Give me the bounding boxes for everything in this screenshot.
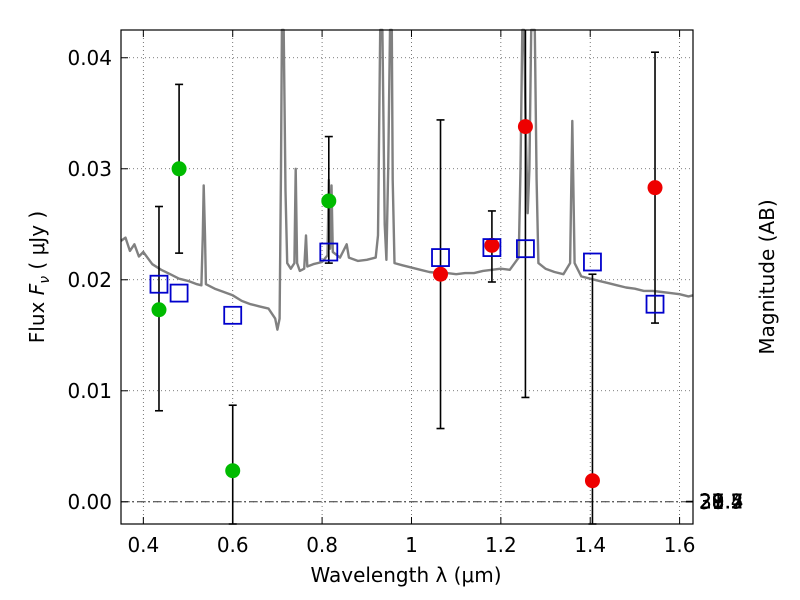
x-tick-label: 1 (405, 533, 418, 557)
mag-tick-label: 28.2 (699, 490, 744, 514)
x-tick-label: 0.8 (306, 533, 338, 557)
plot-frame (120, 29, 694, 525)
model-photometry-square (583, 252, 602, 272)
x-tick-label: 1.4 (574, 533, 606, 557)
y-axis-label-symbol: F (25, 283, 49, 295)
data-points-group (149, 30, 665, 525)
mag-tick-label: 31 (699, 490, 724, 514)
model-spectrum-group (120, 28, 694, 331)
observed-red-point (647, 180, 663, 196)
model-spectrum-line (120, 28, 694, 331)
model-photometry-square (431, 248, 450, 267)
observed-green-point (321, 193, 337, 209)
y-axis-label-suffix: ( μJy ) (25, 211, 49, 276)
model-photometry-square (645, 294, 665, 314)
mag-tick-label: 30 (699, 490, 724, 514)
y2-axis-label: Magnitude (AB) (755, 199, 779, 354)
y-tick-label: 0.00 (67, 490, 112, 514)
mag-tick-label: 28 (699, 490, 724, 514)
x-tick-label: 0.6 (217, 533, 249, 557)
y-axis-label-subscript: ν (37, 276, 53, 284)
model-photometry-square (223, 305, 243, 325)
observed-red-point (517, 119, 533, 135)
observed-red-point (584, 473, 600, 489)
mag-tick-label: 29.5 (699, 490, 744, 514)
model-photometry-square (169, 283, 189, 303)
model-photometry-square (516, 239, 535, 259)
model-photometry-square (149, 274, 169, 294)
model-photometry-square (482, 238, 502, 257)
mag-tick-label: 27.4 (699, 489, 744, 513)
observed-green-point (151, 302, 167, 318)
y-tick-label: 0.03 (67, 157, 112, 181)
x-tick-label: 1.2 (485, 533, 517, 557)
x-axis-label: Wavelength λ (μm) (310, 563, 501, 587)
mag-tick-label: 27.5 (699, 489, 744, 513)
observed-red-point (433, 266, 449, 282)
observed-green-point (225, 463, 241, 479)
y-tick-label: 0.02 (67, 268, 112, 292)
axis-ticks: 0.4 0.6 0.8 1 1.2 1.4 1.6 0.00 0.01 0.02 0.03 0.04 2… (67, 30, 744, 557)
mag-tick-label: 27.7 (699, 489, 744, 513)
mag-tick-label: 28.5 (699, 490, 744, 514)
observed-red-point (484, 237, 500, 253)
y-axis-label: Flux Fν ( μJy ) (25, 211, 53, 343)
mag-tick-label: 29 (699, 490, 724, 514)
observed-green-point (171, 161, 187, 177)
x-tick-label: 1.6 (664, 533, 696, 557)
model-photometry-square (319, 242, 339, 262)
y-axis-label-prefix: Flux (25, 295, 49, 343)
y-tick-label: 0.01 (67, 379, 112, 403)
y-tick-label: 0.04 (67, 46, 112, 70)
x-tick-label: 0.4 (127, 533, 159, 557)
